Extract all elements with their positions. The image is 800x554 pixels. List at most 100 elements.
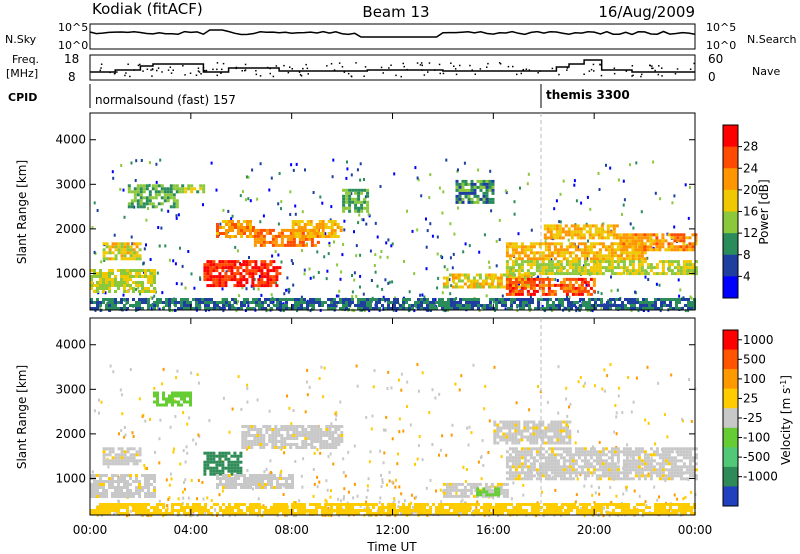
nave-dot <box>590 68 593 71</box>
data-cell <box>670 248 674 252</box>
data-cell <box>272 275 276 279</box>
data-cell <box>622 233 626 237</box>
data-cell <box>517 285 521 289</box>
data-cell <box>240 483 243 486</box>
data-cell <box>105 459 109 463</box>
noise-cell <box>179 462 182 466</box>
data-cell <box>549 304 552 307</box>
data-cell <box>108 509 111 512</box>
noise-cell <box>308 267 311 271</box>
noise-cell <box>434 396 437 400</box>
noise-cell <box>687 216 690 220</box>
data-cell <box>120 495 123 498</box>
data-cell <box>218 457 222 461</box>
data-cell <box>273 512 276 515</box>
noise-cell <box>622 179 625 183</box>
noise-cell <box>162 514 165 518</box>
data-cell <box>132 298 135 301</box>
noise-cell <box>149 258 152 261</box>
data-cell <box>135 503 138 506</box>
data-cell <box>203 275 207 279</box>
data-cell <box>588 304 591 307</box>
data-cell <box>135 275 138 278</box>
data-cell <box>682 263 686 267</box>
data-cell <box>473 191 477 195</box>
data-cell <box>606 236 610 240</box>
noise-cell <box>182 449 185 453</box>
noise-cell <box>319 195 322 199</box>
data-cell <box>474 298 477 301</box>
nave-dot <box>212 68 214 71</box>
data-cell <box>661 272 665 276</box>
data-cell <box>348 188 352 192</box>
nave-dot <box>275 65 278 67</box>
data-cell <box>206 463 210 467</box>
nave-dot <box>427 71 429 73</box>
data-cell <box>667 263 671 267</box>
data-cell <box>541 280 545 284</box>
noise-cell <box>428 411 431 415</box>
data-cell <box>526 282 530 286</box>
data-cell <box>135 254 139 258</box>
data-cell <box>177 400 180 404</box>
data-cell <box>114 453 118 457</box>
data-cell <box>402 503 405 506</box>
data-cell <box>570 224 574 228</box>
data-cell <box>246 220 249 223</box>
data-cell <box>233 466 237 470</box>
data-cell <box>233 278 237 282</box>
noise-cell <box>677 278 680 282</box>
data-cell <box>96 483 99 486</box>
noise-cell <box>330 514 333 518</box>
nave-dot <box>170 72 173 74</box>
noise-cell <box>413 272 416 276</box>
noise-cell <box>99 305 101 309</box>
data-cell <box>307 237 311 241</box>
data-cell <box>471 304 474 307</box>
data-cell <box>225 486 228 489</box>
noise-cell <box>123 435 126 439</box>
data-cell <box>252 298 255 301</box>
nave-dot <box>146 68 149 70</box>
noise-cell <box>451 266 454 270</box>
noise-cell <box>413 496 416 500</box>
noise-cell <box>475 505 478 509</box>
data-cell <box>204 307 207 310</box>
noise-cell <box>629 163 631 167</box>
data-cell <box>304 431 308 434</box>
data-cell <box>274 446 278 449</box>
noise-cell <box>621 212 623 216</box>
data-cell <box>244 425 248 428</box>
data-cell <box>234 506 237 509</box>
data-cell <box>432 307 435 310</box>
noise-cell <box>678 294 681 298</box>
data-cell <box>129 474 132 477</box>
data-cell <box>595 269 599 273</box>
data-cell <box>219 226 222 229</box>
data-cell <box>247 428 251 431</box>
data-cell <box>297 232 301 235</box>
data-cell <box>127 184 131 188</box>
data-cell <box>135 242 139 246</box>
data-cell <box>168 397 171 401</box>
data-cell <box>225 477 228 480</box>
noise-cell <box>340 270 343 274</box>
data-cell <box>259 243 263 247</box>
data-cell <box>585 307 588 310</box>
noise-cell <box>550 258 553 262</box>
noise-cell <box>257 287 260 291</box>
noise-cell <box>428 196 431 200</box>
data-cell <box>351 509 354 512</box>
data-cell <box>275 284 279 288</box>
data-cell <box>166 190 170 194</box>
data-cell <box>600 233 604 237</box>
noise-cell <box>316 250 319 254</box>
data-cell <box>643 269 647 273</box>
data-cell <box>303 235 307 238</box>
noise-cell <box>573 179 576 183</box>
data-cell <box>312 226 316 229</box>
data-cell <box>168 394 171 398</box>
data-cell <box>130 190 134 194</box>
data-cell <box>405 506 408 509</box>
data-cell <box>556 254 560 258</box>
